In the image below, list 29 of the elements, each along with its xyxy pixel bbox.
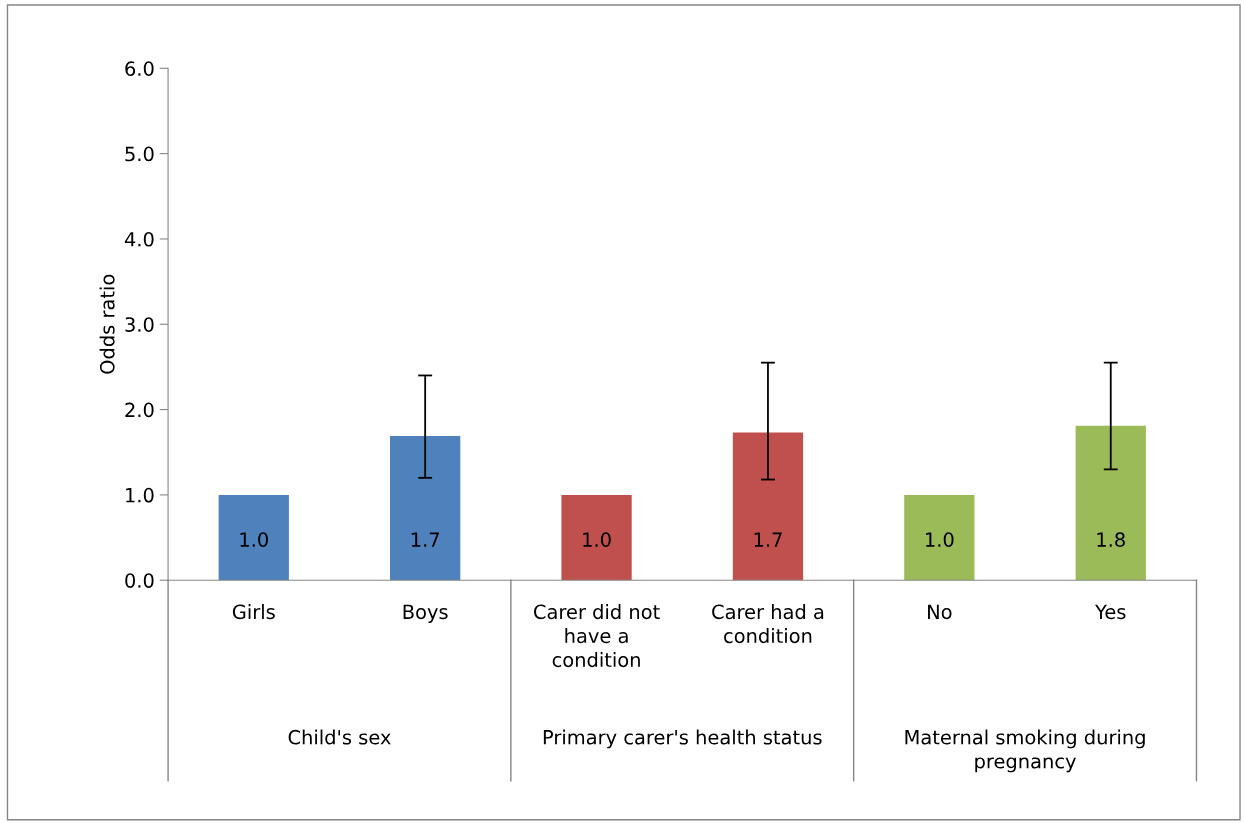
text: Primary carer's health status bbox=[543, 729, 822, 749]
data-label: 1.0 bbox=[583, 532, 611, 547]
x-tick-label: Girls bbox=[232, 604, 275, 620]
text: Child's sex bbox=[288, 729, 391, 745]
x-tick-label: No bbox=[928, 604, 952, 620]
x-tick-label: Yes bbox=[1095, 604, 1126, 620]
bar bbox=[1075, 425, 1146, 581]
data-label: 1.0 bbox=[240, 532, 268, 547]
x-tick-label: Boys bbox=[403, 604, 448, 623]
y-tick-label: 5.0 bbox=[125, 146, 154, 162]
data-label: 1.7 bbox=[411, 532, 439, 547]
bar bbox=[390, 436, 461, 581]
data-label: 1.0 bbox=[926, 532, 954, 547]
x-tick-label: Carer had a condition bbox=[712, 604, 824, 644]
bar bbox=[904, 494, 975, 581]
bar bbox=[561, 494, 632, 581]
y-tick-label: 6.0 bbox=[125, 61, 154, 76]
bar bbox=[218, 494, 289, 581]
text: Maternal smoking during pregnancy bbox=[905, 729, 1145, 773]
x-tick-label: Carer did not have a condition bbox=[534, 604, 660, 668]
y-tick-label: 2.0 bbox=[125, 402, 154, 418]
y-axis-title: Odds ratio bbox=[99, 274, 115, 374]
data-label: 1.8 bbox=[1097, 532, 1125, 547]
y-tick-label: 3.0 bbox=[125, 317, 154, 332]
data-label: 1.7 bbox=[754, 532, 782, 547]
y-tick-label: 4.0 bbox=[124, 231, 154, 247]
y-tick-label: 0.0 bbox=[125, 573, 154, 588]
y-tick-label: 1.0 bbox=[126, 487, 154, 503]
bar bbox=[732, 432, 804, 581]
